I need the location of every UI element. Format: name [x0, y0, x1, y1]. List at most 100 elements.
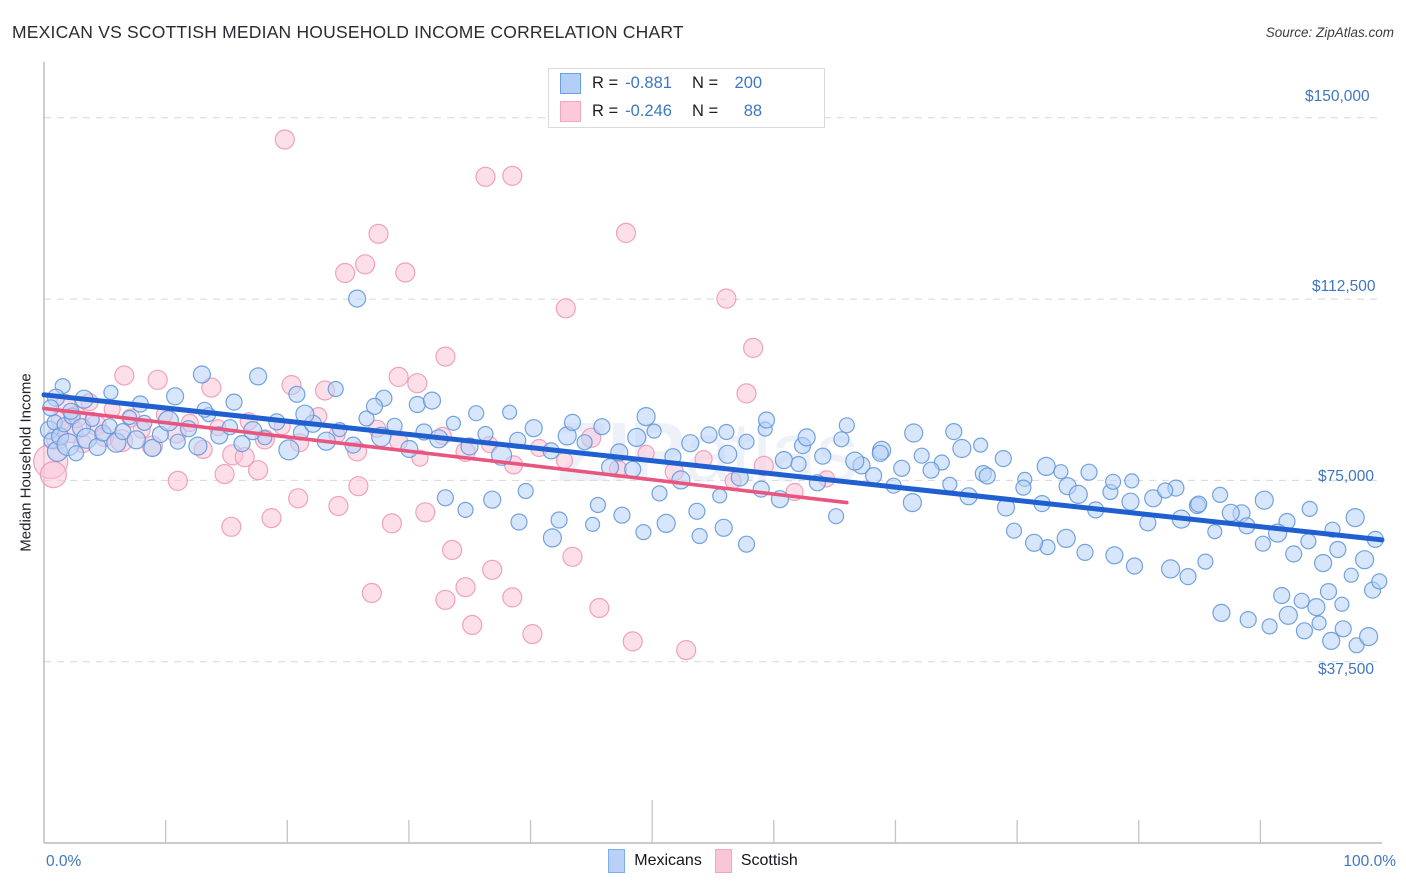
- data-point: [681, 434, 700, 453]
- data-point: [1345, 507, 1365, 528]
- data-point: [1278, 605, 1298, 625]
- legend-item-mexicans[interactable]: Mexicans: [608, 849, 702, 873]
- data-point: [1124, 473, 1140, 489]
- data-point: [589, 597, 610, 619]
- data-point: [635, 523, 652, 541]
- data-point: [1190, 495, 1208, 513]
- data-point: [67, 445, 85, 462]
- data-point: [714, 518, 733, 537]
- data-point: [147, 369, 168, 390]
- data-point: [435, 346, 456, 367]
- data-point: [407, 373, 428, 394]
- r-label-mexicans: R =: [592, 73, 619, 92]
- data-point: [1334, 620, 1352, 638]
- data-point: [1125, 557, 1144, 575]
- data-point: [716, 288, 737, 309]
- series-legend: Mexicans Scottish: [0, 849, 1406, 873]
- data-point: [651, 485, 668, 502]
- data-point: [774, 451, 794, 470]
- data-point: [1068, 484, 1088, 504]
- data-point: [114, 423, 132, 441]
- data-point: [288, 488, 309, 509]
- data-point: [475, 166, 496, 187]
- data-point: [562, 546, 583, 567]
- legend-item-scottish[interactable]: Scottish: [714, 849, 798, 873]
- series-swatch-mexicans: [560, 72, 581, 94]
- r-value-scottish: -0.246: [625, 101, 672, 120]
- data-point: [328, 495, 349, 517]
- data-point: [415, 502, 436, 523]
- data-point: [1197, 553, 1214, 570]
- data-point: [712, 488, 728, 504]
- data-point: [381, 513, 402, 534]
- legend-label-mexicans: Mexicans: [634, 852, 702, 869]
- page-title: MEXICAN VS SCOTTISH MEDIAN HOUSEHOLD INC…: [12, 22, 684, 42]
- data-point: [542, 528, 563, 548]
- data-point: [952, 438, 972, 459]
- series-points-mexicans: [39, 289, 1388, 654]
- data-point: [1254, 535, 1272, 552]
- data-point: [167, 470, 188, 491]
- data-point: [1080, 463, 1098, 481]
- data-point: [368, 223, 389, 244]
- data-point: [1371, 573, 1388, 590]
- data-point: [1301, 500, 1318, 517]
- data-point: [510, 513, 528, 531]
- data-point: [1076, 543, 1094, 562]
- data-point: [348, 476, 369, 497]
- data-point: [348, 289, 367, 308]
- data-point: [477, 425, 494, 443]
- data-point: [615, 222, 637, 243]
- data-point: [838, 417, 855, 434]
- data-point: [188, 436, 208, 456]
- data-point: [103, 384, 119, 400]
- data-point: [1354, 550, 1375, 570]
- data-point: [274, 129, 295, 150]
- data-point: [871, 444, 889, 462]
- data-point: [365, 397, 384, 415]
- data-point: [1211, 486, 1229, 503]
- data-point: [395, 262, 416, 283]
- data-point: [688, 502, 706, 520]
- data-point: [718, 444, 738, 464]
- data-point: [593, 418, 611, 436]
- data-point: [942, 476, 958, 492]
- data-point: [1104, 473, 1122, 490]
- legend-label-scottish: Scottish: [740, 852, 798, 869]
- data-point: [327, 380, 344, 398]
- stats-row-scottish: R = -0.246 N = 88: [549, 97, 824, 125]
- data-point: [436, 489, 454, 507]
- data-point: [483, 490, 502, 509]
- n-value-mexicans: 200: [734, 73, 763, 92]
- data-point: [589, 496, 607, 514]
- data-point: [845, 451, 865, 471]
- trendline-scottish: [42, 406, 849, 505]
- n-label-scottish: N =: [691, 101, 719, 120]
- data-point: [335, 262, 356, 284]
- data-point: [1212, 603, 1231, 623]
- data-point: [676, 639, 697, 661]
- data-point: [550, 511, 568, 529]
- legend-swatch-scottish: [714, 849, 732, 873]
- y-tick-label-150000: $150,000: [1305, 88, 1370, 105]
- data-point: [435, 589, 456, 610]
- data-point: [978, 467, 996, 485]
- data-point: [1221, 503, 1240, 522]
- data-point: [261, 507, 282, 529]
- data-point: [1105, 546, 1124, 565]
- data-point: [482, 559, 503, 580]
- data-point: [624, 460, 642, 478]
- correlation-stats-box: R = -0.881 N = 200 R = -0.246 N = 88: [548, 68, 825, 128]
- data-point: [833, 431, 850, 448]
- data-point: [457, 501, 474, 518]
- data-point: [736, 383, 757, 404]
- data-point: [358, 410, 375, 427]
- data-point: [136, 414, 153, 431]
- data-point: [225, 393, 243, 411]
- data-point: [278, 439, 300, 461]
- data-point: [445, 415, 461, 431]
- data-point: [126, 430, 146, 450]
- data-point: [408, 395, 426, 414]
